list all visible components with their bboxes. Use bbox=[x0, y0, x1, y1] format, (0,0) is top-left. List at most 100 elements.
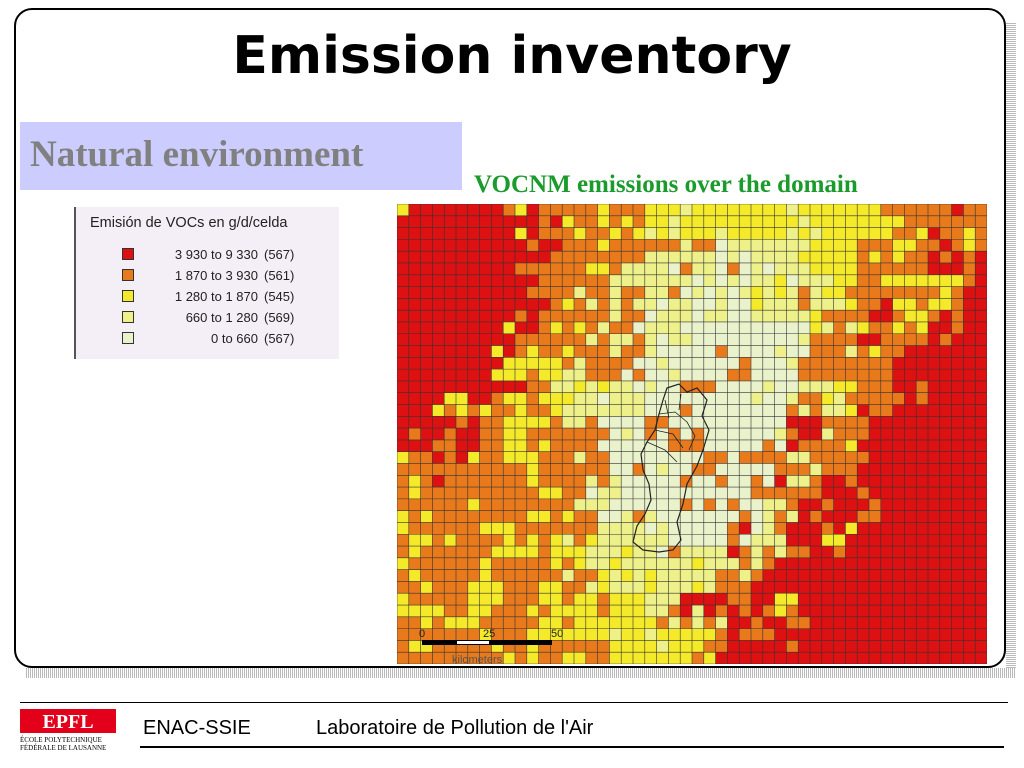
grid-cell bbox=[928, 274, 941, 287]
grid-cell bbox=[739, 510, 752, 523]
grid-cell bbox=[574, 451, 587, 464]
grid-cell bbox=[939, 557, 952, 570]
grid-cell bbox=[644, 534, 657, 547]
grid-cell bbox=[597, 204, 610, 217]
grid-cell bbox=[692, 475, 705, 488]
grid-cell bbox=[562, 333, 575, 346]
grid-cell bbox=[503, 369, 516, 382]
grid-cell bbox=[715, 616, 728, 629]
grid-cell bbox=[869, 262, 882, 276]
grid-cell bbox=[892, 534, 905, 547]
grid-cell bbox=[656, 463, 669, 476]
grid-cell bbox=[597, 286, 610, 299]
grid-cell bbox=[609, 286, 622, 299]
grid-cell bbox=[668, 345, 681, 358]
grid-cell bbox=[975, 369, 987, 382]
grid-cell bbox=[633, 204, 646, 217]
grid-cell bbox=[656, 652, 669, 664]
grid-cell bbox=[916, 204, 929, 217]
grid-cell bbox=[550, 498, 563, 511]
grid-cell bbox=[916, 227, 929, 240]
grid-cell bbox=[656, 498, 669, 511]
grid-cell bbox=[774, 463, 787, 476]
grid-cell bbox=[668, 274, 681, 287]
grid-cell bbox=[420, 451, 433, 464]
grid-cell bbox=[880, 534, 893, 547]
grid-cell bbox=[857, 310, 870, 323]
grid-cell bbox=[491, 463, 504, 476]
grid-cell bbox=[715, 274, 728, 287]
grid-cell bbox=[526, 333, 539, 346]
grid-cell bbox=[963, 439, 976, 452]
grid-cell bbox=[939, 298, 952, 311]
grid-cell bbox=[503, 204, 516, 217]
grid-cell bbox=[609, 310, 622, 323]
grid-cell bbox=[644, 286, 657, 299]
grid-cell bbox=[550, 251, 563, 264]
grid-cell bbox=[597, 239, 610, 252]
grid-cell bbox=[928, 652, 941, 664]
grid-cell bbox=[397, 605, 410, 618]
grid-cell bbox=[857, 357, 870, 370]
grid-cell bbox=[786, 475, 799, 488]
grid-cell bbox=[904, 227, 917, 240]
grid-cell bbox=[727, 333, 740, 346]
grid-cell bbox=[916, 652, 929, 664]
grid-cell bbox=[479, 451, 492, 464]
grid-cell bbox=[869, 392, 882, 405]
grid-cell bbox=[951, 357, 964, 370]
grid-cell bbox=[692, 498, 705, 511]
grid-cell bbox=[656, 380, 669, 394]
grid-cell bbox=[397, 239, 410, 252]
grid-cell bbox=[456, 652, 469, 664]
grid-cell bbox=[751, 581, 764, 594]
grid-cell bbox=[397, 475, 410, 488]
grid-cell bbox=[821, 369, 834, 382]
grid-cell bbox=[739, 569, 752, 582]
grid-cell bbox=[515, 416, 528, 429]
grid-cell bbox=[857, 451, 870, 464]
grid-cell bbox=[703, 345, 716, 358]
grid-cell bbox=[951, 510, 964, 523]
grid-cell bbox=[916, 416, 929, 429]
grid-cell bbox=[833, 475, 846, 488]
grid-cell bbox=[526, 404, 539, 417]
grid-cell bbox=[633, 251, 646, 264]
grid-cell bbox=[515, 262, 528, 276]
grid-cell bbox=[585, 251, 598, 264]
grid-cell bbox=[633, 286, 646, 299]
grid-cell bbox=[550, 262, 563, 276]
grid-cell bbox=[585, 392, 598, 405]
grid-cell bbox=[810, 652, 823, 664]
grid-cell bbox=[739, 534, 752, 547]
grid-cell bbox=[727, 204, 740, 217]
grid-cell bbox=[715, 345, 728, 358]
grid-cell bbox=[703, 616, 716, 629]
grid-cell bbox=[644, 487, 657, 500]
grid-cell bbox=[585, 369, 598, 382]
grid-cell bbox=[503, 628, 516, 641]
grid-cell bbox=[810, 534, 823, 547]
grid-cell bbox=[562, 286, 575, 299]
legend-range: 0 to 660 bbox=[211, 331, 258, 346]
grid-cell bbox=[585, 475, 598, 488]
grid-cell bbox=[420, 534, 433, 547]
grid-cell bbox=[762, 286, 775, 299]
grid-cell bbox=[692, 333, 705, 346]
grid-cell bbox=[939, 605, 952, 618]
grid-cell bbox=[432, 652, 445, 664]
grid-cell bbox=[420, 616, 433, 629]
grid-cell bbox=[550, 593, 563, 606]
grid-cell bbox=[751, 404, 764, 417]
grid-cell bbox=[526, 557, 539, 570]
grid-cell bbox=[857, 475, 870, 488]
grid-cell bbox=[703, 251, 716, 264]
grid-cell bbox=[703, 640, 716, 653]
grid-cell bbox=[928, 616, 941, 629]
grid-cell bbox=[526, 251, 539, 264]
grid-cell bbox=[562, 522, 575, 535]
grid-cell bbox=[892, 321, 905, 335]
grid-cell bbox=[621, 498, 634, 511]
grid-cell bbox=[821, 392, 834, 405]
grid-cell bbox=[503, 262, 516, 276]
